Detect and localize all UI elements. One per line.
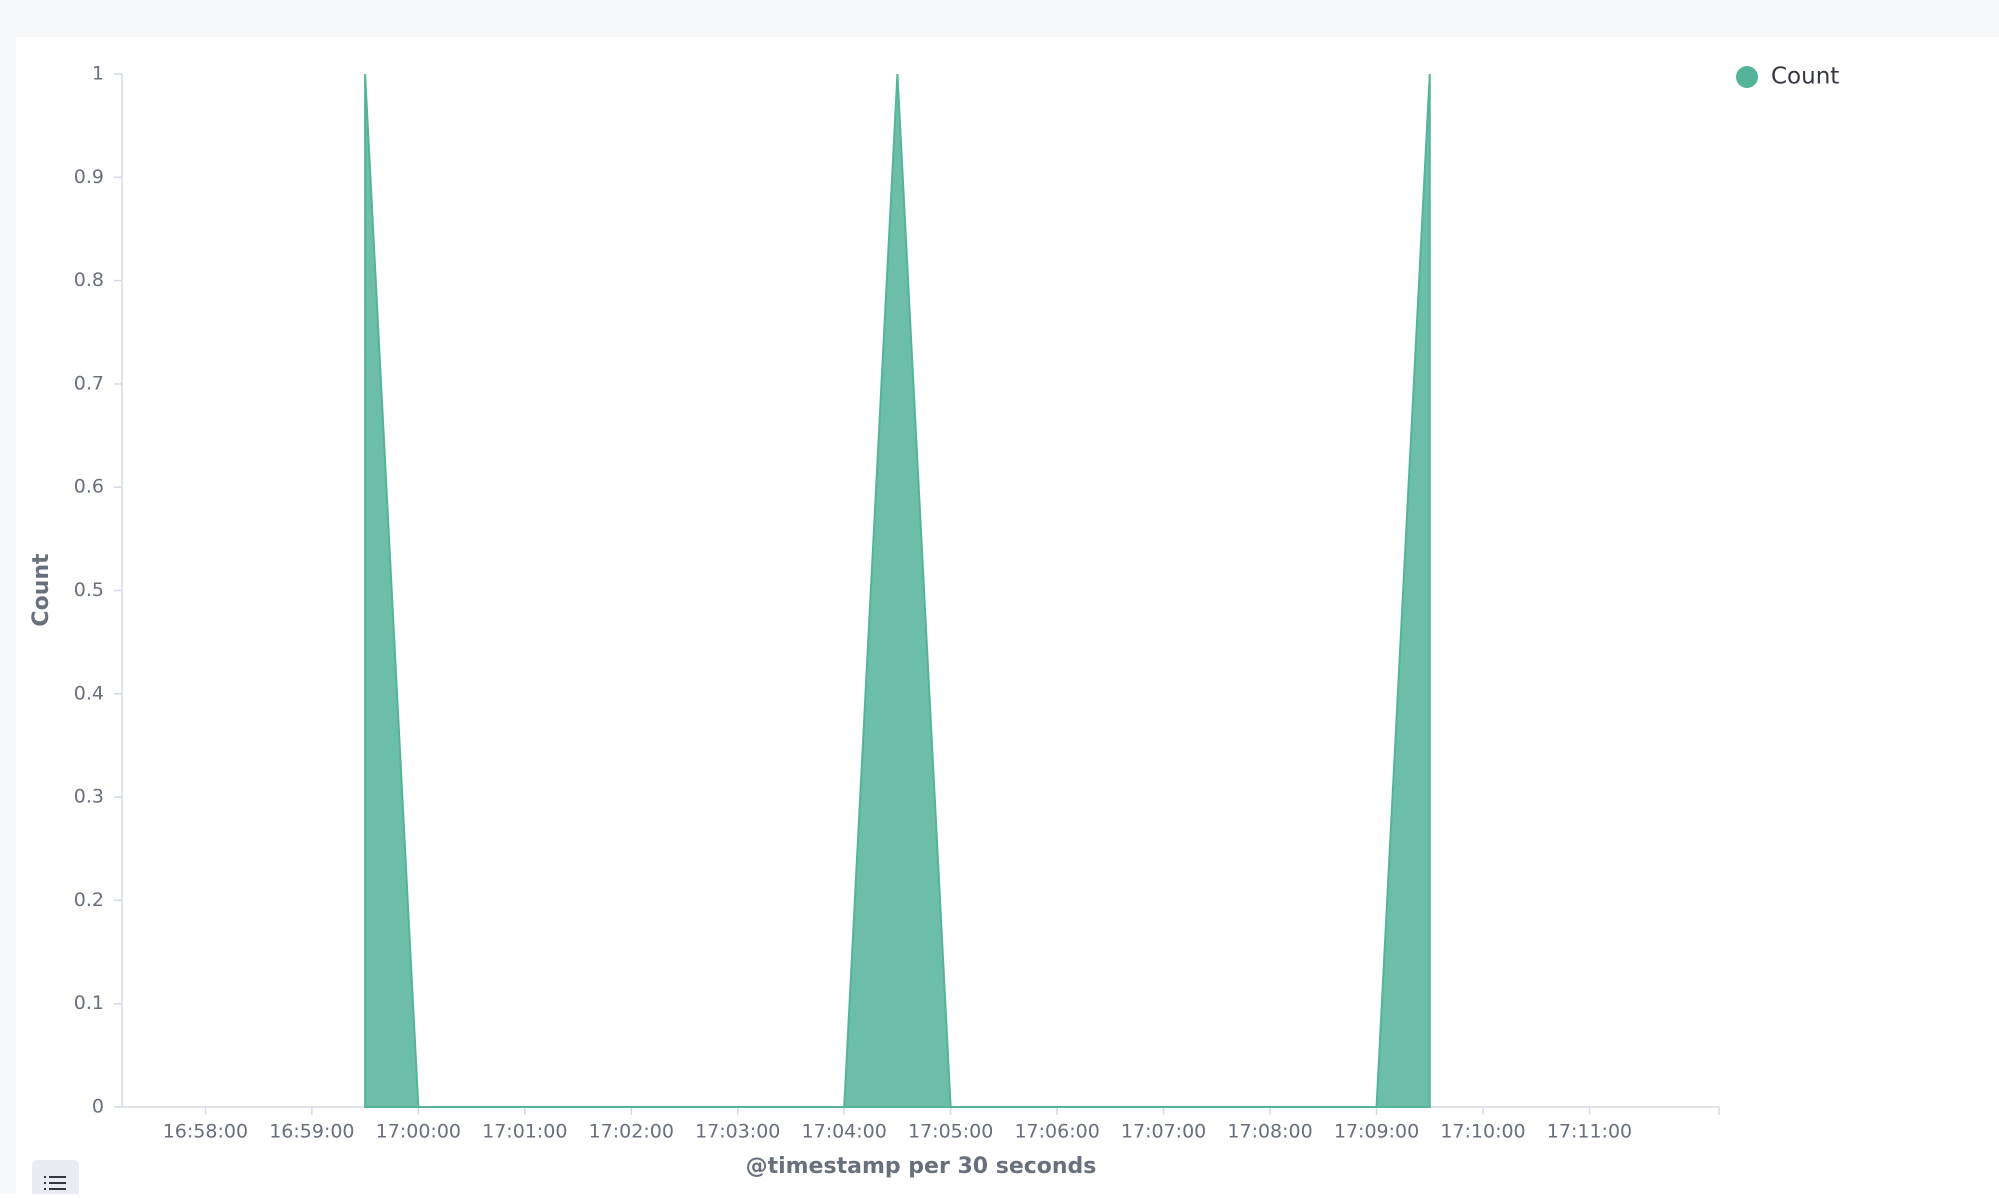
y-tick-label: 0.6: [74, 476, 104, 498]
top-bar: [0, 0, 1999, 37]
legend-label: Count: [1771, 64, 1839, 90]
y-tick-label: 0.4: [74, 682, 104, 704]
x-tick-label: 16:59:00: [269, 1121, 354, 1143]
x-tick-label: 17:03:00: [695, 1121, 780, 1143]
legend-swatch: [1736, 66, 1758, 88]
legend-toggle[interactable]: [32, 1160, 79, 1198]
x-tick-label: 17:05:00: [908, 1121, 993, 1143]
x-tick-label: 17:10:00: [1440, 1121, 1525, 1143]
x-tick-label: 16:58:00: [163, 1121, 248, 1143]
area: [364, 73, 1431, 1108]
y-tick-label: 0.8: [74, 269, 104, 291]
y-axis-title: Count: [29, 553, 54, 627]
x-tick-label: 17:08:00: [1227, 1121, 1312, 1143]
y-tick-label: 0.9: [74, 166, 104, 188]
x-tick-label: 17:07:00: [1121, 1121, 1206, 1143]
y-tick-label: 0: [92, 1096, 104, 1118]
y-tick-label: 0.2: [74, 889, 104, 911]
y-tick-label: 1: [92, 63, 104, 85]
x-tick-label: 17:06:00: [1014, 1121, 1099, 1143]
x-tick-label: 17:04:00: [802, 1121, 887, 1143]
y-tick-label: 0.1: [74, 992, 104, 1014]
x-tick-label: 17:00:00: [376, 1121, 461, 1143]
x-tick-label: 17:11:00: [1547, 1121, 1632, 1143]
x-axis-title: @timestamp per 30 seconds: [746, 1154, 1097, 1179]
y-tick-label: 0.5: [74, 579, 104, 601]
y-tick-label: 0.7: [74, 372, 104, 394]
x-tick-label: 17:02:00: [589, 1121, 674, 1143]
side-strip: [0, 37, 16, 1194]
x-tick-label: 17:09:00: [1334, 1121, 1419, 1143]
x-tick-label: 17:01:00: [482, 1121, 567, 1143]
y-tick-label: 0.3: [74, 786, 104, 808]
